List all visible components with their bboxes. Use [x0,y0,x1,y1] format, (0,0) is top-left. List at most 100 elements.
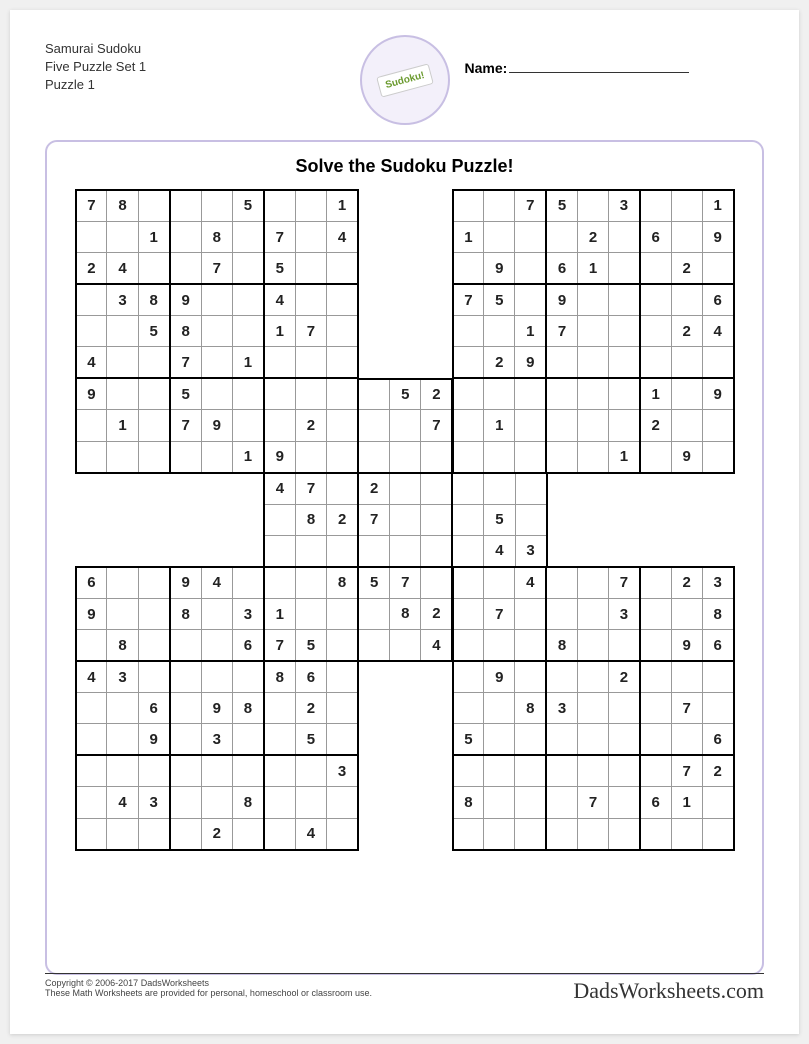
cell[interactable] [546,661,577,692]
cell[interactable] [107,347,138,378]
cell[interactable]: 7 [671,755,702,786]
cell[interactable] [484,724,515,755]
cell[interactable] [232,818,263,849]
cell[interactable]: 4 [327,221,358,252]
cell[interactable] [453,598,484,629]
cell[interactable]: 8 [546,630,577,661]
cell[interactable] [138,410,169,441]
cell[interactable]: 2 [577,221,608,252]
cell[interactable] [609,724,640,755]
cell[interactable]: 8 [232,787,263,818]
cell[interactable] [577,693,608,724]
cell[interactable]: 4 [421,630,452,661]
cell[interactable] [138,347,169,378]
cell[interactable] [577,598,608,629]
cell[interactable] [107,441,138,472]
cell[interactable] [232,724,263,755]
cell[interactable]: 3 [138,787,169,818]
cell[interactable] [358,535,389,566]
cell[interactable] [421,535,452,566]
cell[interactable]: 4 [264,473,295,504]
cell[interactable] [702,818,733,849]
cell[interactable] [609,316,640,347]
cell[interactable] [264,190,295,221]
cell[interactable] [515,661,546,692]
cell[interactable] [671,347,702,378]
cell[interactable]: 2 [671,316,702,347]
cell[interactable]: 7 [577,787,608,818]
cell[interactable] [107,724,138,755]
cell[interactable]: 8 [327,567,358,598]
cell[interactable]: 9 [671,630,702,661]
cell[interactable] [390,535,421,566]
cell[interactable]: 7 [421,410,452,441]
cell[interactable] [515,818,546,849]
cell[interactable] [453,567,484,598]
cell[interactable] [671,410,702,441]
cell[interactable]: 7 [546,316,577,347]
cell[interactable] [640,693,671,724]
cell[interactable]: 8 [107,190,138,221]
cell[interactable]: 8 [515,693,546,724]
cell[interactable] [76,410,107,441]
cell[interactable] [702,347,733,378]
cell[interactable]: 6 [295,661,326,692]
cell[interactable]: 9 [702,378,733,409]
cell[interactable]: 7 [264,630,295,661]
cell[interactable] [201,347,232,378]
cell[interactable] [264,724,295,755]
cell[interactable] [577,190,608,221]
cell[interactable] [484,787,515,818]
cell[interactable]: 9 [264,441,295,472]
cell[interactable] [76,787,107,818]
cell[interactable] [327,630,358,661]
cell[interactable] [702,253,733,284]
cell[interactable] [453,410,484,441]
cell[interactable] [452,473,483,504]
cell[interactable]: 1 [232,441,263,472]
cell[interactable]: 7 [170,410,201,441]
cell[interactable]: 8 [702,598,733,629]
cell[interactable]: 9 [76,378,107,409]
cell[interactable] [76,818,107,849]
cell[interactable] [577,441,608,472]
cell[interactable]: 7 [390,567,421,598]
cell[interactable]: 8 [453,787,484,818]
cell[interactable] [577,661,608,692]
cell[interactable] [76,724,107,755]
cell[interactable] [138,378,169,409]
cell[interactable] [577,284,608,315]
cell[interactable] [232,253,263,284]
cell[interactable]: 4 [76,347,107,378]
cell[interactable] [138,818,169,849]
cell[interactable] [232,284,263,315]
cell[interactable]: 6 [138,693,169,724]
cell[interactable] [702,693,733,724]
cell[interactable] [170,441,201,472]
cell[interactable] [76,441,107,472]
cell[interactable] [421,567,452,598]
cell[interactable] [484,818,515,849]
cell[interactable] [264,504,295,535]
cell[interactable] [671,818,702,849]
cell[interactable]: 6 [702,724,733,755]
cell[interactable] [577,818,608,849]
cell[interactable] [107,598,138,629]
cell[interactable]: 3 [702,567,733,598]
cell[interactable] [577,724,608,755]
cell[interactable]: 5 [546,190,577,221]
cell[interactable]: 1 [671,787,702,818]
cell[interactable] [640,661,671,692]
cell[interactable] [577,755,608,786]
cell[interactable] [421,473,452,504]
cell[interactable]: 1 [232,347,263,378]
cell[interactable] [358,379,389,410]
cell[interactable]: 2 [702,755,733,786]
cell[interactable]: 2 [327,504,358,535]
cell[interactable]: 2 [76,253,107,284]
cell[interactable]: 1 [609,441,640,472]
cell[interactable] [264,535,295,566]
cell[interactable] [76,316,107,347]
cell[interactable]: 1 [264,598,295,629]
cell[interactable] [170,253,201,284]
